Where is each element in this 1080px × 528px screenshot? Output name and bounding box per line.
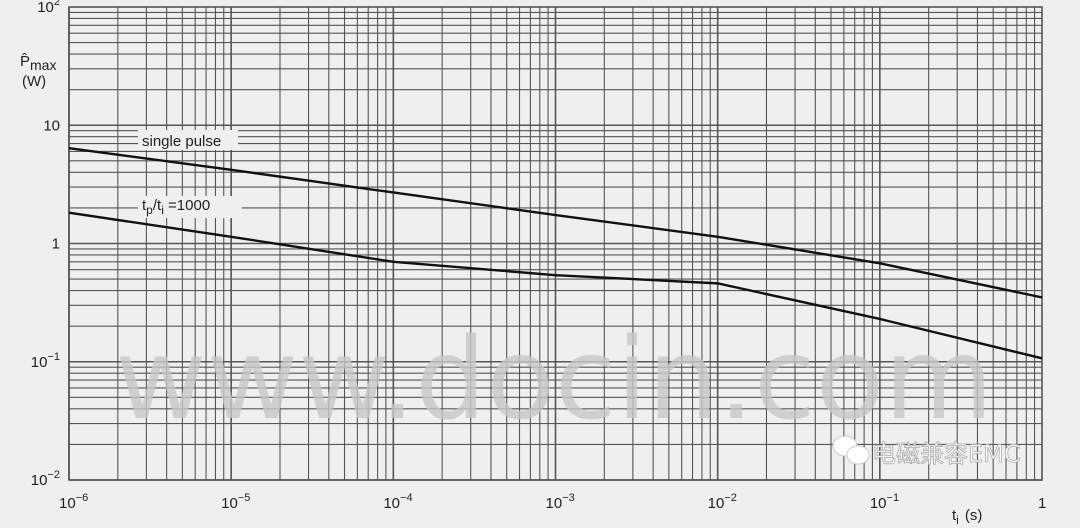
x-tick-label: 10−3 [546, 492, 575, 512]
grid [68, 6, 1043, 481]
x-tick-label: 10−6 [59, 492, 88, 512]
y-axis-symbol: P̂ [20, 53, 30, 70]
series-label-ratio: tp/ti =1000 [138, 196, 242, 218]
plot-frame [68, 6, 1043, 481]
y-tick-label: 1 [52, 236, 60, 253]
y-axis-sub: max [30, 57, 56, 73]
x-tick-label: 10−5 [221, 492, 250, 512]
x-axis-symbol: t [952, 507, 957, 524]
svg-text:P̂max: P̂max [20, 53, 56, 73]
wechat-icon [832, 435, 870, 465]
tick-labels: 10−6 10−5 10−4 10−3 10−2 10−1 1 102 10 1 10−1 10−2 [31, 0, 1047, 512]
svg-text:ti(s): ti (s) [952, 507, 982, 527]
y-tick-label: 102 [37, 0, 60, 16]
watermark: www.docin.com [115, 315, 993, 445]
x-axis-unit: (s) [965, 507, 983, 524]
y-axis-label: P̂max (W) [20, 53, 56, 90]
series-label-single-pulse: single pulse [138, 130, 238, 150]
x-tick-label: 10−1 [870, 492, 899, 512]
x-tick-label: 10−2 [708, 492, 737, 512]
y-tick-label: 10−2 [31, 469, 60, 489]
x-axis-label: ti (s) [952, 507, 982, 527]
series-line-1 [68, 211, 1043, 360]
series-line-0 [68, 146, 1043, 299]
y-tick-label: 10 [43, 117, 60, 134]
y-tick-label: 10−1 [31, 351, 60, 371]
series-lines [68, 146, 1043, 360]
x-tick-label: 10−4 [383, 492, 412, 512]
logo: 电磁兼容EMC [832, 435, 1021, 468]
x-tick-label: 1 [1038, 495, 1046, 512]
svg-text:single pulse: single pulse [142, 133, 221, 150]
y-axis-unit: (W) [22, 73, 46, 90]
svg-text:tp/ti =1000: tp/ti =1000 [142, 197, 210, 217]
logo-text: 电磁兼容EMC [872, 440, 1021, 468]
x-axis-sub: i [956, 513, 959, 527]
